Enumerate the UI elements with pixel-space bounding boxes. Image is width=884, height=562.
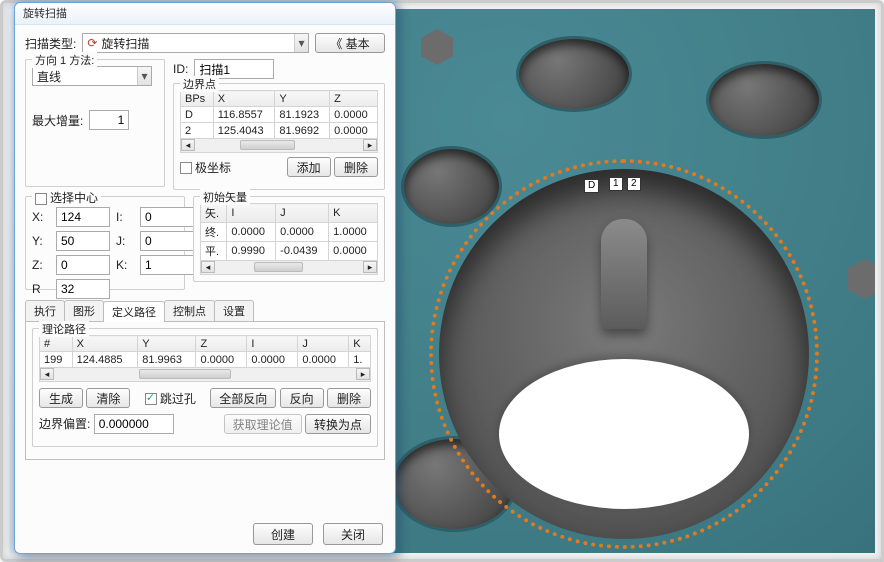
key-tab — [601, 219, 647, 329]
marker-d[interactable]: D — [584, 179, 599, 193]
center-i[interactable] — [140, 207, 194, 227]
scan-type-combo[interactable]: ⟳ 旋转扫描 ▾ — [82, 33, 309, 53]
tab-ctrlpts[interactable]: 控制点 — [164, 300, 215, 321]
boundary-group-title: 边界点 — [180, 76, 219, 92]
scan-type-label: 扫描类型: — [25, 35, 76, 52]
center-y[interactable] — [56, 231, 110, 251]
tab-graphic[interactable]: 图形 — [64, 300, 104, 321]
rotate-icon: ⟳ — [87, 36, 97, 50]
hole — [709, 64, 819, 136]
boundary-col-bps[interactable]: BPs — [181, 91, 214, 107]
path-revall-button[interactable]: 全部反向 — [210, 388, 276, 408]
table-row: 2 125.4043 81.9692 0.0000 — [181, 123, 378, 139]
max-inc-label: 最大增量: — [32, 112, 83, 129]
initvec-group-title: 初始矢量 — [200, 189, 250, 205]
center-k[interactable] — [140, 255, 194, 275]
create-button[interactable]: 创建 — [253, 523, 313, 545]
center-x[interactable] — [56, 207, 110, 227]
chevron-down-icon: ▾ — [294, 34, 308, 52]
boundary-add-button[interactable]: 添加 — [287, 157, 331, 177]
boundary-col-x[interactable]: X — [213, 91, 275, 107]
get-theo-button[interactable]: 获取理论值 — [224, 414, 302, 434]
initvec-scroll[interactable]: ◂▸ — [200, 261, 378, 275]
path-group-title: 理论路径 — [39, 321, 89, 337]
hole — [404, 149, 499, 224]
tab-settings[interactable]: 设置 — [214, 300, 254, 321]
path-clr-button[interactable]: 清除 — [86, 388, 130, 408]
id-label: ID: — [173, 62, 188, 76]
table-row: D 116.8557 81.1923 0.0000 — [181, 107, 378, 123]
path-del-button[interactable]: 删除 — [327, 388, 371, 408]
table-row: 199 124.4885 81.9963 0.0000 0.0000 0.000… — [40, 352, 371, 368]
select-center-checkbox[interactable]: 选择中心 — [32, 189, 101, 206]
initvec-table[interactable]: 矢. I J K 终. 0.0000 0.0000 1.0000 平. — [200, 203, 378, 261]
path-scroll[interactable]: ◂▸ — [39, 368, 371, 382]
hole — [519, 39, 629, 109]
table-row: 终. 0.0000 0.0000 1.0000 — [201, 223, 378, 242]
polar-checkbox[interactable]: 极坐标 — [180, 159, 231, 176]
direction-method-combo[interactable]: 直线 ▾ — [32, 66, 152, 86]
path-gen-button[interactable]: 生成 — [39, 388, 83, 408]
direction-method-value: 直线 — [37, 68, 61, 85]
to-points-button[interactable]: 转换为点 — [305, 414, 371, 434]
center-z[interactable] — [56, 255, 110, 275]
dialog-title[interactable]: 旋转扫描 — [15, 3, 395, 25]
tab-exec[interactable]: 执行 — [25, 300, 65, 321]
tabs: 执行 图形 定义路径 控制点 设置 — [25, 300, 385, 322]
offset-label: 边界偏置: — [39, 417, 90, 431]
center-r[interactable] — [56, 279, 110, 299]
boundary-col-z[interactable]: Z — [330, 91, 378, 107]
tab-define-path[interactable]: 定义路径 — [103, 301, 165, 322]
path-table[interactable]: # X Y Z I J K 199 124.4885 81.9963 0.000… — [39, 335, 371, 368]
scan-dialog: 旋转扫描 扫描类型: ⟳ 旋转扫描 ▾ 《 基本 方向 1 方法: 直线 ▾ — [14, 2, 396, 554]
direction-group-title: 方向 1 方法: — [32, 52, 97, 68]
scan-type-value: 旋转扫描 — [101, 35, 149, 52]
basic-button[interactable]: 《 基本 — [315, 33, 385, 53]
marker-1[interactable]: 1 — [609, 177, 623, 191]
center-j[interactable] — [140, 231, 194, 251]
offset-input[interactable] — [94, 414, 174, 434]
boundary-table[interactable]: BPs X Y Z D 116.8557 81.1923 0.0000 — [180, 90, 378, 139]
boundary-scroll[interactable]: ◂▸ — [180, 139, 378, 153]
path-rev-button[interactable]: 反向 — [280, 388, 324, 408]
marker-2[interactable]: 2 — [627, 177, 641, 191]
big-bore-light — [499, 359, 749, 509]
table-row: 平. 0.9990 -0.0439 0.0000 — [201, 242, 378, 261]
max-inc-input[interactable] — [89, 110, 129, 130]
close-button[interactable]: 关闭 — [323, 523, 383, 545]
skip-holes-checkbox[interactable]: 跳过孔 — [145, 390, 196, 407]
boundary-col-y[interactable]: Y — [275, 91, 330, 107]
chevron-down-icon: ▾ — [137, 67, 151, 85]
boundary-del-button[interactable]: 删除 — [334, 157, 378, 177]
